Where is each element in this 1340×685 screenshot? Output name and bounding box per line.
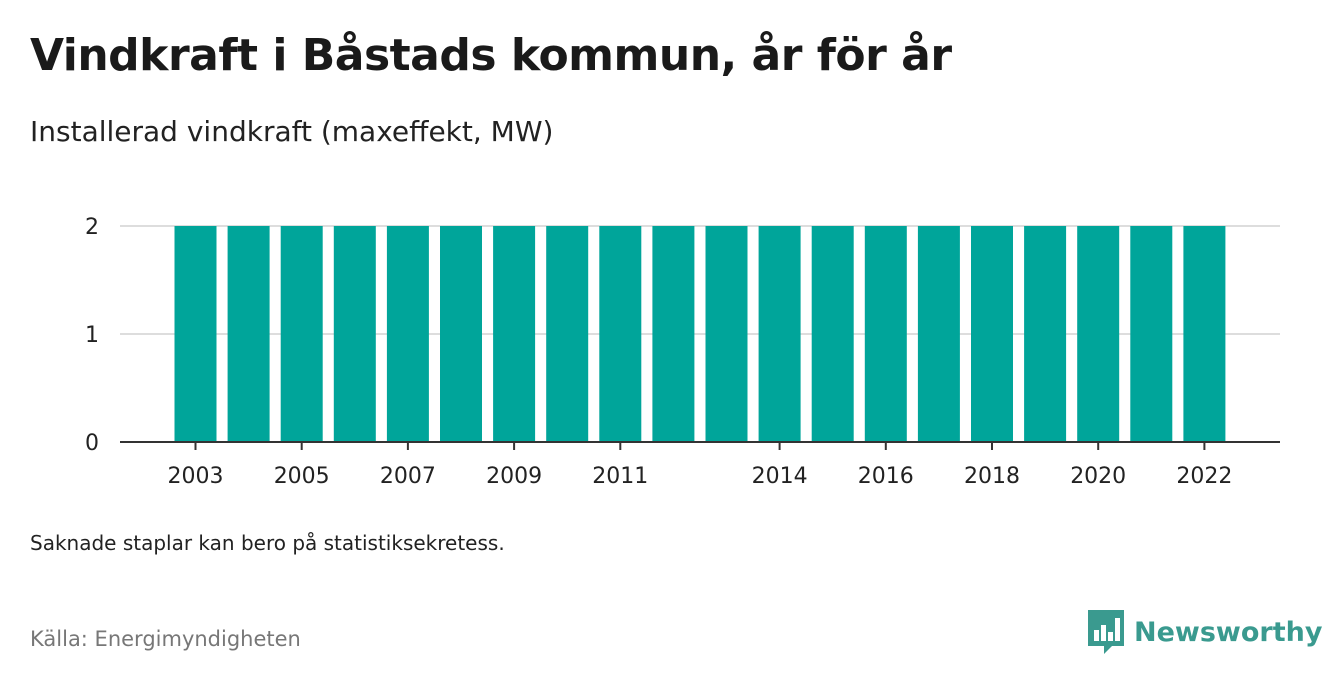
x-tick-label: 2007 [380,464,436,489]
bar-2020 [1077,226,1120,442]
x-tick-label: 2014 [752,464,808,489]
bar-2011 [599,226,642,442]
bar-2014 [758,226,801,442]
bar-2021 [1130,226,1173,442]
bar-2013 [705,226,748,442]
x-tick-label: 2005 [274,464,330,489]
bar-2022 [1183,226,1226,442]
footnote: Saknade staplar kan bero på statistiksek… [30,531,505,555]
bar-2005 [280,226,323,442]
brand-logo: Newsworthy [1088,610,1322,654]
bar-2015 [811,226,854,442]
y-tick-label: 2 [85,215,99,240]
x-tick-label: 2020 [1070,464,1126,489]
bar-2018 [971,226,1013,442]
bar-2003 [174,226,217,442]
x-tick-label: 2009 [486,464,542,489]
bar-chart: 0 1 2 2003 2005 2007 2009 2011 2014 2016 2018 2020 2… [85,215,1280,489]
source-label: Källa: Energimyndigheten [30,627,301,651]
chart-title: Vindkraft i Båstads kommun, år för år [30,30,952,81]
brand-name: Newsworthy [1134,616,1323,648]
x-tick-label: 2011 [592,464,648,489]
newsworthy-logo-icon [1088,610,1124,654]
bar-2010 [546,226,589,442]
bar-2007 [386,226,429,442]
x-tick-label: 2003 [168,464,224,489]
bar-2016 [864,226,907,442]
x-tick-label: 2016 [858,464,914,489]
bar-2006 [333,226,376,442]
x-tick-label: 2018 [964,464,1020,489]
bar-2004 [227,226,270,442]
chart-subtitle: Installerad vindkraft (maxeffekt, MW) [30,115,554,148]
y-tick-label: 1 [85,323,99,348]
y-tick-label: 0 [85,431,99,456]
bar-2019 [1024,226,1067,442]
bar-2012 [652,226,695,442]
bar-2017 [917,226,960,442]
bar-2009 [493,226,536,442]
bar-2008 [440,226,482,442]
x-tick-label: 2022 [1176,464,1232,489]
